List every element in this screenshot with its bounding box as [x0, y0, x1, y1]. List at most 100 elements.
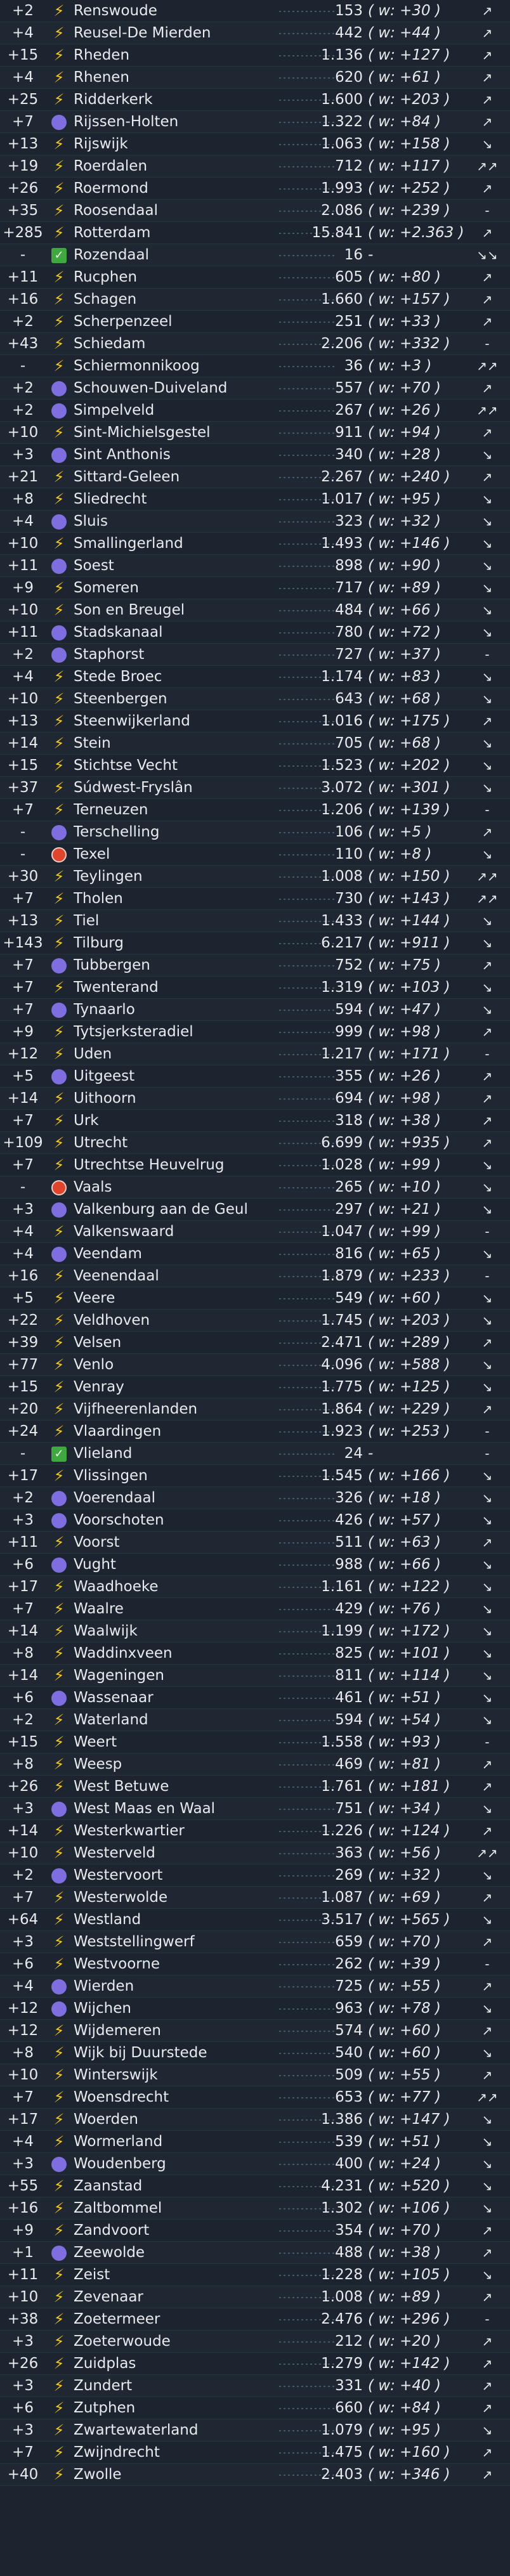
dotted-leader	[279, 987, 336, 989]
bolt-glyph: ⚡	[53, 1090, 65, 1107]
bolt-glyph: ⚡	[53, 779, 65, 797]
municipality-name: Rheden	[74, 47, 130, 63]
total-count: 605	[335, 269, 363, 285]
table-row: +6 ⚡ Westvoorne 262 ( w: +39 ) -	[0, 1953, 510, 1975]
weekly-change: ( w: +239 )	[368, 202, 450, 219]
weekly-change: ( w: +296 )	[368, 2311, 450, 2327]
municipality-name: Someren	[74, 580, 139, 596]
municipality-name: Wageningen	[74, 1667, 164, 1684]
bolt-icon: ⚡	[48, 2086, 70, 2109]
trend-arrow: ↗	[481, 1757, 493, 1772]
table-row: +7 ⚡ Twenterand 1.319 ( w: +103 ) ↘	[0, 977, 510, 999]
table-row: +40 ⚡ Zwolle 2.403 ( w: +346 ) ↗	[0, 2464, 510, 2486]
municipality-name: Schiedam	[74, 335, 146, 352]
purple-dot-shape	[51, 625, 67, 641]
change-value: +2	[12, 1867, 34, 1883]
dotted-leader	[279, 2475, 336, 2476]
bolt-icon: ⚡	[48, 289, 70, 311]
weekly-change: ( w: +30 )	[368, 3, 441, 19]
table-row: +8 ⚡ Waddinxveen 825 ( w: +101 ) ↘	[0, 1643, 510, 1665]
change-value: +8	[12, 1756, 34, 1773]
weekly-change: ( w: +94 )	[368, 424, 441, 441]
weekly-change: ( w: +40 )	[368, 2378, 441, 2394]
trend-arrow: ↗	[481, 1135, 493, 1150]
bolt-glyph: ⚡	[53, 2088, 65, 2106]
weekly-change: ( w: +142 )	[368, 2355, 450, 2372]
change-value: +43	[7, 335, 39, 352]
weekly-change: ( w: +98 )	[368, 1090, 441, 1107]
weekly-change: -	[368, 1445, 374, 1462]
municipality-name: Velsen	[74, 1334, 122, 1351]
change-value: +5	[12, 1290, 34, 1306]
table-row: +7 ⚡ Urk 318 ( w: +38 ) ↗	[0, 1110, 510, 1132]
total-count: 265	[335, 1179, 363, 1195]
total-count: 660	[335, 2400, 363, 2416]
bolt-glyph: ⚡	[53, 690, 65, 708]
table-row: +3 Woudenberg 400 ( w: +24 ) ↘	[0, 2153, 510, 2175]
purple-dot-shape	[51, 1868, 67, 1883]
dotted-leader	[279, 1320, 336, 1322]
trend-arrow: -	[485, 1424, 490, 1439]
change-value: +3	[12, 2422, 34, 2438]
bolt-glyph: ⚡	[53, 2310, 65, 2328]
weekly-change: ( w: +2.363 )	[368, 224, 464, 241]
trend-arrow: -	[485, 336, 490, 351]
bolt-glyph: ⚡	[53, 157, 65, 175]
bolt-icon: ⚡	[48, 1576, 70, 1598]
trend-arrow: ↘	[481, 1579, 493, 1594]
total-count: 1.016	[321, 713, 363, 729]
trend-arrow: ↗	[481, 1934, 493, 1949]
trend-arrow: ↘	[481, 935, 493, 951]
change-value: +7	[12, 1112, 34, 1129]
weekly-change: ( w: +171 )	[368, 1046, 450, 1062]
dotted-leader	[279, 2253, 336, 2254]
trend-arrow: ↗	[481, 713, 493, 729]
table-row: +22 ⚡ Veldhoven 1.745 ( w: +203 ) ↘	[0, 1310, 510, 1332]
municipality-name: Terneuzen	[74, 802, 148, 818]
weekly-change: ( w: +122 )	[368, 1578, 450, 1595]
trend-arrow: ↘	[481, 2267, 493, 2282]
bolt-glyph: ⚡	[53, 24, 65, 42]
municipality-name: Zoeterwoude	[74, 2333, 171, 2350]
total-count: 653	[335, 2089, 363, 2105]
change-value: +13	[7, 913, 39, 929]
bolt-icon: ⚡	[48, 2220, 70, 2242]
purple-dot-icon	[48, 821, 70, 843]
table-row: +77 ⚡ Venlo 4.096 ( w: +588 ) ↘	[0, 1354, 510, 1376]
weekly-change: ( w: +101 )	[368, 1645, 450, 1662]
trend-arrow: ↘	[481, 2045, 493, 2060]
total-count: 717	[335, 580, 363, 596]
municipality-name: Waddinxveen	[74, 1645, 173, 1662]
total-count: 318	[335, 1112, 363, 1129]
trend-arrow: ↘	[481, 1468, 493, 1483]
dotted-leader	[279, 2341, 336, 2343]
weekly-change: ( w: +146 )	[368, 535, 450, 552]
weekly-change: ( w: +70 )	[368, 1934, 441, 1950]
weekly-change: ( w: +37 )	[368, 646, 441, 663]
bolt-icon: ⚡	[48, 355, 70, 377]
municipality-name: Woerden	[74, 2111, 138, 2128]
change-value: -	[20, 1179, 26, 1195]
bolt-glyph: ⚡	[53, 490, 65, 508]
weekly-change: ( w: +84 )	[368, 114, 441, 130]
dotted-leader	[279, 433, 336, 434]
municipality-name: Son en Breugel	[74, 602, 185, 618]
dotted-leader	[279, 654, 336, 656]
weekly-change: ( w: +51 )	[368, 2133, 441, 2150]
bolt-glyph: ⚡	[53, 335, 65, 353]
table-row: +14 ⚡ Stein 705 ( w: +68 ) ↘	[0, 732, 510, 755]
weekly-change: ( w: +911 )	[368, 935, 450, 951]
bolt-icon: ⚡	[48, 89, 70, 111]
dotted-leader	[279, 810, 336, 811]
purple-dot-icon	[48, 400, 70, 422]
dotted-leader	[279, 77, 336, 79]
dotted-leader	[279, 144, 336, 145]
trend-arrow: ↗	[481, 1979, 493, 1994]
weekly-change: ( w: +144 )	[368, 913, 450, 929]
trend-arrow: ↘	[481, 1357, 493, 1372]
total-count: 811	[335, 1667, 363, 1684]
trend-arrow: ↗	[481, 114, 493, 129]
trend-arrow: ↗	[481, 1402, 493, 1417]
total-count: 110	[335, 846, 363, 862]
table-row: +17 ⚡ Waadhoeke 1.161 ( w: +122 ) ↘	[0, 1576, 510, 1598]
